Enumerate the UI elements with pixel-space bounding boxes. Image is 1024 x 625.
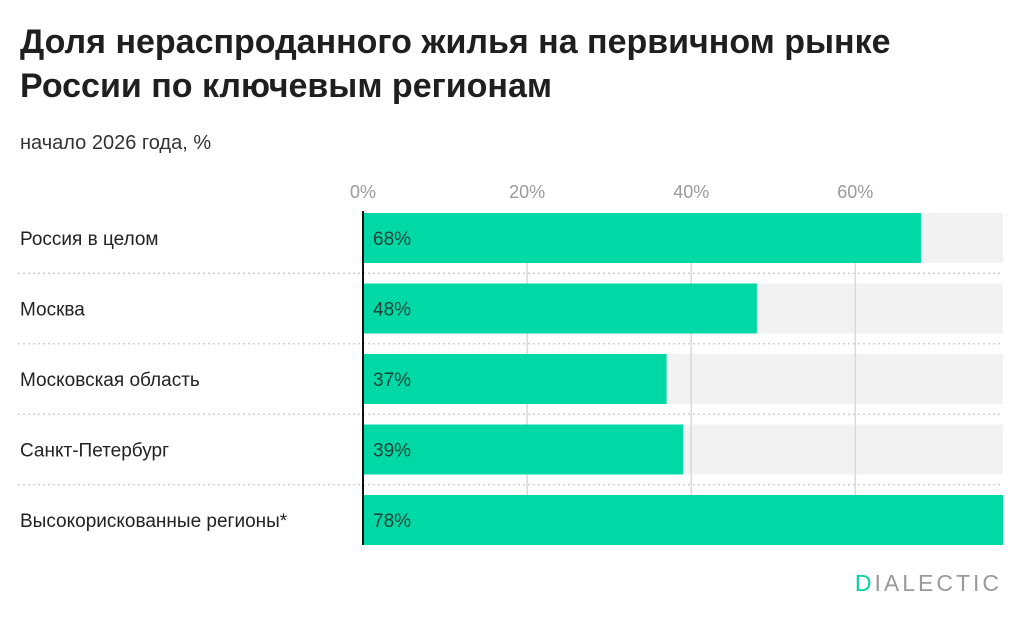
bar — [363, 424, 683, 475]
x-tick-label: 0% — [350, 182, 376, 202]
category-label: Высокорискованные регионы* — [20, 511, 288, 532]
data-label: 48% — [373, 300, 411, 321]
x-tick-label: 40% — [673, 182, 709, 202]
category-label: Москва — [20, 300, 85, 321]
bar — [363, 354, 667, 404]
category-label: Санкт-Петербург — [20, 441, 169, 462]
data-label: 37% — [373, 370, 411, 391]
chart-subtitle: начало 2026 года, % — [20, 132, 212, 154]
data-label: 78% — [373, 511, 411, 532]
data-label: 68% — [373, 229, 411, 250]
x-tick-label: 60% — [837, 182, 873, 202]
brand-logo-accent-letter: D — [854, 570, 875, 596]
brand-logo-text: IALECTIC — [874, 570, 1002, 596]
category-label: Россия в целом — [20, 229, 159, 250]
x-tick-label: 20% — [509, 182, 545, 202]
brand-logo: DIALECTIC — [855, 570, 1002, 597]
bar — [363, 283, 757, 334]
chart-title: Доля нераспроданного жилья на первичном … — [20, 23, 891, 105]
category-label: Московская область — [20, 370, 200, 391]
data-label: 39% — [373, 441, 411, 462]
bar — [363, 495, 1003, 545]
bar — [363, 213, 921, 263]
